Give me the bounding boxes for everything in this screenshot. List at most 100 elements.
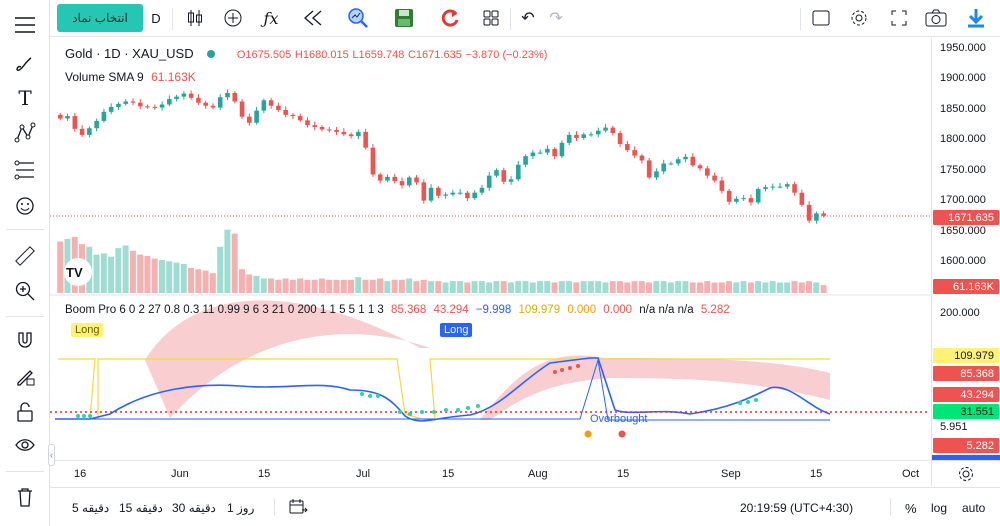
undo-icon[interactable]: ↶ xyxy=(521,10,535,27)
volume-bar xyxy=(733,282,740,293)
volume-bar xyxy=(711,282,718,293)
lock-drawing-icon[interactable] xyxy=(10,361,40,391)
volume-bar xyxy=(675,281,682,293)
indicator-tag: 31.551 xyxy=(933,404,999,419)
candle xyxy=(472,192,477,199)
candle xyxy=(334,130,339,132)
indicator-tag: 43.294 xyxy=(933,387,999,402)
volume-bar xyxy=(609,281,616,293)
price-axis[interactable]: 1950.000 1900.000 1850.000 1800.000 1750… xyxy=(931,38,1000,460)
emoji-icon[interactable] xyxy=(10,191,40,221)
candle xyxy=(719,180,725,191)
add-indicator-icon[interactable] xyxy=(220,0,246,37)
interval-button[interactable]: D xyxy=(151,10,161,26)
volume-bar xyxy=(253,275,260,293)
candle xyxy=(530,152,536,157)
candle xyxy=(319,127,325,130)
fib-icon[interactable] xyxy=(10,155,40,185)
volume-bar xyxy=(515,281,522,293)
chart-settings-gear-icon[interactable] xyxy=(931,460,1000,486)
candle xyxy=(486,175,492,188)
log-toggle[interactable]: log xyxy=(931,501,948,515)
range-30m[interactable]: 30 دقیقه xyxy=(172,501,216,515)
clock[interactable]: 20:19:59 (UTC+4:30) xyxy=(740,501,854,515)
zoom-in-icon[interactable] xyxy=(10,276,40,306)
gear-icon[interactable] xyxy=(846,0,872,37)
menu-icon[interactable] xyxy=(10,10,40,40)
symbol-search-button[interactable]: انتخاب نماد xyxy=(57,4,143,32)
trash-icon[interactable] xyxy=(10,482,40,512)
candle xyxy=(559,142,565,157)
save-icon[interactable] xyxy=(390,0,418,37)
volume-bar xyxy=(180,263,187,293)
volume-bar xyxy=(129,250,136,293)
screener-icon[interactable] xyxy=(344,0,372,37)
symbol-title[interactable]: Gold · 1D · XAU_USD xyxy=(65,46,194,61)
candles-icon[interactable] xyxy=(182,0,208,37)
candle xyxy=(247,116,252,123)
volume-label[interactable]: Volume SMA 9 xyxy=(65,70,144,84)
volume-bar xyxy=(166,261,173,293)
candle xyxy=(537,152,543,154)
download-icon[interactable] xyxy=(960,0,992,37)
function-icon[interactable]: ƒx xyxy=(263,8,279,28)
volume-bar xyxy=(537,281,544,293)
refresh-icon[interactable] xyxy=(436,0,464,37)
time-label: 15 xyxy=(258,468,271,480)
eye-icon[interactable] xyxy=(10,430,40,460)
indicator-name[interactable]: Boom Pro 6 0 2 27 0.8 0.3 11 0.99 9 6 3 … xyxy=(65,304,384,316)
time-axis[interactable]: 16 Jun 15 Jul 15 Aug 15 Sep 15 Oct xyxy=(50,460,930,486)
range-5m[interactable]: 5 دقیقه xyxy=(72,501,110,515)
candle xyxy=(690,156,696,166)
volume-bar xyxy=(755,281,762,293)
replay-icon[interactable] xyxy=(300,0,326,37)
auto-toggle[interactable]: auto xyxy=(962,501,986,515)
candle xyxy=(508,179,514,182)
candle xyxy=(450,192,456,195)
camera-icon[interactable] xyxy=(922,0,950,37)
expand-icon[interactable] xyxy=(886,0,912,37)
ohlc-close: C1671.635 xyxy=(407,49,462,61)
lock-icon[interactable] xyxy=(10,397,40,427)
layout-icon[interactable] xyxy=(478,0,504,37)
candle xyxy=(821,213,826,216)
volume-bar xyxy=(311,279,318,293)
candle xyxy=(108,106,114,112)
candle xyxy=(777,186,783,188)
magnet-icon[interactable] xyxy=(10,325,40,355)
fullscreen-box-icon[interactable] xyxy=(808,0,834,37)
indicator-tag: 85.368 xyxy=(933,366,999,381)
candle xyxy=(436,187,441,196)
ruler-icon[interactable] xyxy=(10,241,40,271)
percent-toggle[interactable]: % xyxy=(905,501,917,516)
volume-value: 61.163K xyxy=(151,70,196,84)
brush-icon[interactable] xyxy=(10,49,40,79)
range-15m[interactable]: 15 دقیقه xyxy=(119,501,163,515)
pattern-icon[interactable] xyxy=(10,118,40,148)
candle xyxy=(232,92,238,102)
volume-bar xyxy=(355,277,362,293)
candle xyxy=(603,127,608,131)
volume-bar xyxy=(791,281,798,293)
time-label: Oct xyxy=(902,468,920,480)
date-range-icon[interactable] xyxy=(288,498,308,519)
svg-text:TV: TV xyxy=(66,265,83,280)
candle xyxy=(341,131,347,135)
volume-bar xyxy=(478,281,485,293)
range-1d[interactable]: 1 روز xyxy=(227,501,255,515)
redo-icon[interactable]: ↷ xyxy=(549,10,563,27)
volume-bar xyxy=(726,281,733,293)
collapse-toolbar-handle[interactable]: ‹ xyxy=(48,444,55,466)
candle xyxy=(181,93,187,97)
volume-bar xyxy=(784,282,791,293)
ohlc-low: L1659.748 xyxy=(352,49,405,61)
volume-bar xyxy=(573,282,580,293)
volume-bar xyxy=(413,281,420,293)
volume-bar xyxy=(646,282,653,293)
volume-legend: Volume SMA 9 61.163K xyxy=(65,70,196,84)
chart-area[interactable]: TV xyxy=(50,38,930,460)
text-tool-icon[interactable]: T xyxy=(18,86,32,110)
candle xyxy=(116,103,121,107)
candle xyxy=(654,171,659,178)
volume-bar xyxy=(544,281,551,293)
